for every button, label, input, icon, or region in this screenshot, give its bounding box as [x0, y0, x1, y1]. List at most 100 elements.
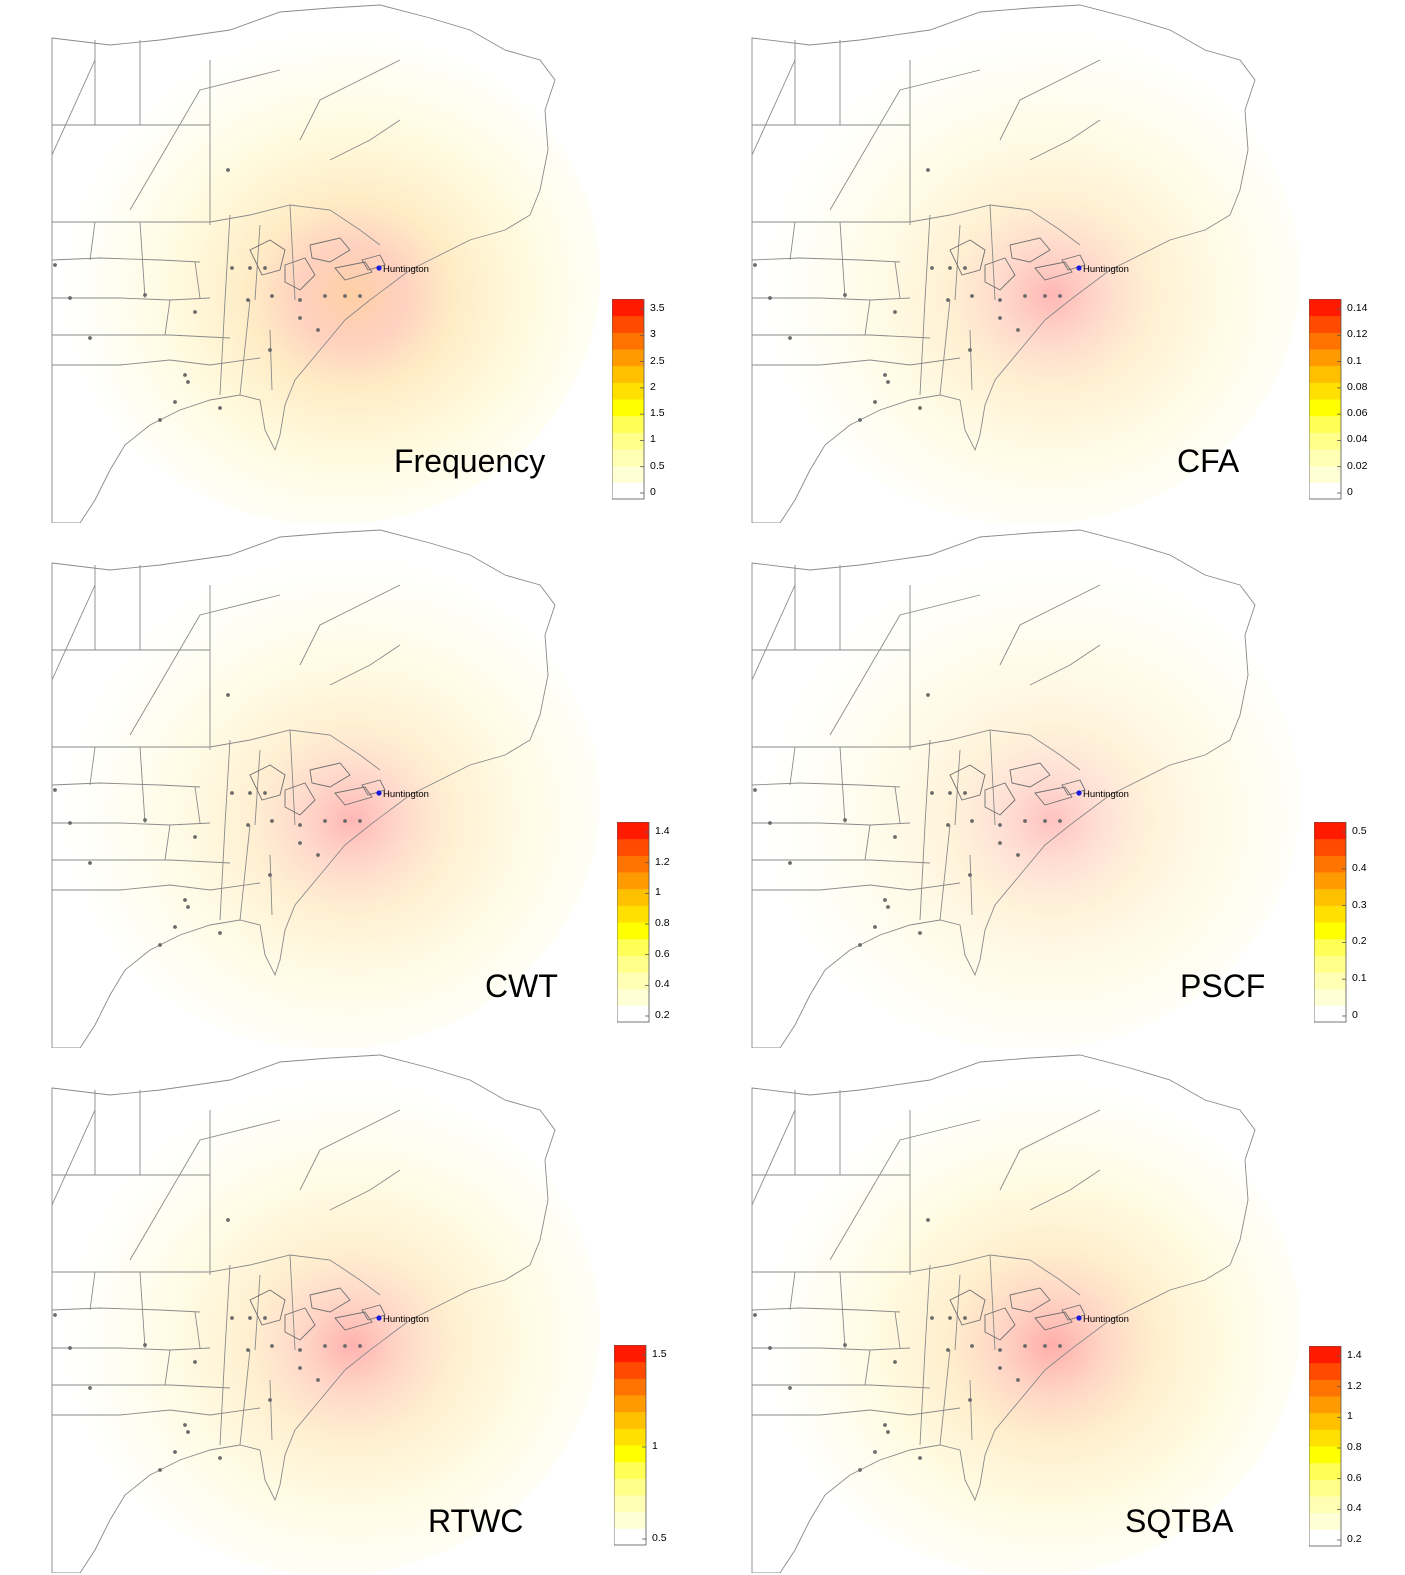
monitoring-site	[768, 1346, 772, 1350]
panel-sqtba: Huntington SQTBA 1.4 1.2 1 0.8 0.6 0.4 0.2	[700, 1050, 1400, 1573]
monitoring-site	[963, 791, 967, 795]
trajectory-map: Huntington	[700, 1050, 1400, 1573]
colorbar-tick-label: 0.2	[1352, 935, 1367, 948]
colorbar-swatch	[614, 1528, 646, 1546]
great-lake	[949, 1289, 986, 1326]
colorbar-swatch	[612, 299, 644, 317]
colorbar-tick-label: 1	[655, 886, 661, 899]
monitoring-site	[226, 693, 230, 697]
site-marker	[376, 1315, 382, 1321]
monitoring-site	[268, 1398, 272, 1402]
monitoring-site	[218, 931, 222, 935]
monitoring-site	[788, 861, 792, 865]
monitoring-site	[1023, 819, 1027, 823]
colorbar: 3.5 3 2.5 2 1.5 1 0.5 0	[611, 298, 682, 518]
boundaries	[751, 529, 1256, 1048]
great-lake	[284, 257, 316, 291]
colorbar-swatch	[1309, 415, 1341, 433]
colorbar-swatch	[612, 465, 644, 483]
colorbar-frame	[616, 821, 650, 1023]
colorbar-swatch	[1309, 482, 1341, 500]
monitoring-site	[248, 266, 252, 270]
method-label: Frequency	[394, 443, 546, 479]
monitoring-site	[298, 1348, 302, 1352]
state-border	[51, 1307, 201, 1313]
state-border	[51, 584, 96, 681]
colorbar-svg	[616, 821, 650, 1023]
colorbar-svg	[611, 298, 645, 500]
colorbar-swatch	[1309, 1479, 1341, 1497]
colorbar-swatch	[1309, 382, 1341, 400]
monitoring-site	[858, 418, 862, 422]
colorbar-swatch	[1309, 1379, 1341, 1397]
monitoring-site	[358, 1344, 362, 1348]
state-border	[52, 334, 231, 339]
coastline	[51, 4, 556, 523]
monitoring-site	[263, 791, 267, 795]
colorbar-swatch	[1309, 299, 1341, 317]
state-border	[52, 357, 261, 366]
monitoring-site	[173, 1450, 177, 1454]
colorbar-frame	[613, 1344, 647, 1546]
great-lake	[361, 779, 386, 796]
monitoring-site	[886, 1430, 890, 1434]
colorbar-swatch	[1314, 838, 1346, 856]
colorbar-swatch	[617, 938, 649, 956]
boundaries	[51, 4, 556, 523]
state-border	[51, 59, 96, 156]
state-border	[94, 40, 211, 125]
state-border	[52, 882, 261, 891]
monitoring-site	[1058, 294, 1062, 298]
trajectory-density	[60, 550, 600, 1048]
monitoring-site	[68, 821, 72, 825]
state-border	[52, 1407, 261, 1416]
monitoring-site	[963, 266, 967, 270]
monitoring-site	[768, 821, 772, 825]
trajectory-map: Huntington	[0, 1050, 700, 1573]
state-border	[752, 357, 961, 366]
monitoring-site	[886, 380, 890, 384]
colorbar-swatch	[612, 382, 644, 400]
monitoring-site	[873, 1450, 877, 1454]
monitoring-site	[246, 823, 250, 827]
colorbar-swatch	[1309, 1346, 1341, 1364]
monitoring-site	[893, 1360, 897, 1364]
monitoring-site	[998, 841, 1002, 845]
colorbar-tick-label: 3.5	[650, 302, 665, 314]
coastline	[51, 529, 556, 1048]
monitoring-site	[270, 1344, 274, 1348]
colorbar-swatch	[614, 1461, 646, 1479]
great-lake	[309, 237, 351, 263]
monitoring-site	[88, 336, 92, 340]
state-border	[924, 1254, 996, 1351]
state-border	[1029, 1169, 1101, 1211]
colorbar-swatch	[614, 1395, 646, 1413]
great-lake	[284, 1307, 316, 1341]
colorbar-swatch	[1309, 1412, 1341, 1430]
monitoring-site	[246, 298, 250, 302]
colorbar-swatch	[617, 972, 649, 990]
monitoring-site	[1043, 1344, 1047, 1348]
monitoring-site	[1016, 853, 1020, 857]
colorbar-swatch	[1309, 1496, 1341, 1514]
site-label: Huntington	[383, 264, 429, 275]
monitoring-site	[883, 373, 887, 377]
colorbar-tick-label: 3	[650, 328, 656, 341]
state-border	[789, 221, 901, 336]
colorbar-swatch	[1309, 332, 1341, 350]
state-border	[751, 257, 901, 263]
colorbar-tick-label: 0.04	[1347, 433, 1368, 446]
colorbar-swatch	[612, 432, 644, 450]
state-border	[999, 1109, 1101, 1191]
monitoring-site	[173, 925, 177, 929]
state-border	[129, 69, 281, 211]
colorbar-tick-label: 0.8	[655, 917, 670, 929]
monitoring-site	[926, 168, 930, 172]
state-border	[129, 594, 281, 736]
colorbar-tick-label: 0.06	[1347, 407, 1368, 420]
monitoring-site	[893, 310, 897, 314]
monitoring-site	[88, 861, 92, 865]
state-border	[752, 1347, 911, 1351]
great-lake	[361, 254, 386, 271]
great-lake	[334, 1311, 373, 1331]
